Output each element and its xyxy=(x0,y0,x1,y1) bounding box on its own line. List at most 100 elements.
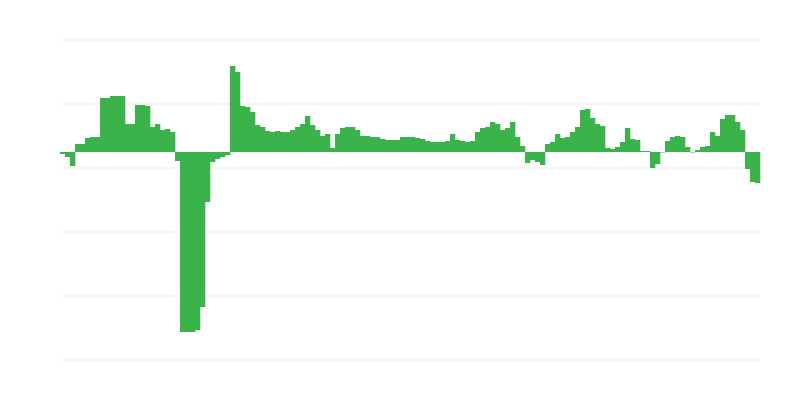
bar xyxy=(360,136,366,152)
bar xyxy=(370,137,376,152)
bar xyxy=(465,142,471,152)
bar xyxy=(325,134,331,152)
bar xyxy=(110,96,116,152)
bar xyxy=(570,132,576,152)
bar xyxy=(315,130,321,152)
bar xyxy=(505,128,511,152)
bar xyxy=(635,140,641,152)
bar xyxy=(255,125,261,152)
bar xyxy=(115,96,121,152)
bar xyxy=(280,132,286,152)
bar xyxy=(405,137,411,152)
bar xyxy=(155,124,161,152)
bar xyxy=(705,146,711,152)
bar xyxy=(380,139,386,152)
bar xyxy=(495,124,501,152)
bar xyxy=(290,130,296,152)
bar xyxy=(540,152,546,165)
bar xyxy=(160,130,166,152)
bar xyxy=(130,124,136,152)
bar xyxy=(135,105,141,152)
bar xyxy=(385,140,391,152)
bar xyxy=(750,152,756,182)
bar xyxy=(690,152,696,153)
bar xyxy=(375,137,381,152)
bar xyxy=(710,132,716,152)
bar xyxy=(190,152,196,332)
bar xyxy=(555,134,561,152)
bar xyxy=(660,152,666,153)
bar xyxy=(730,115,736,152)
bar xyxy=(525,152,531,163)
bar xyxy=(470,141,476,152)
bar xyxy=(365,136,371,152)
bar xyxy=(485,127,491,152)
bar xyxy=(510,122,516,152)
bar xyxy=(245,107,251,152)
bar xyxy=(590,118,596,152)
bar xyxy=(240,106,246,152)
bar xyxy=(600,126,606,152)
bar xyxy=(740,130,746,152)
bar xyxy=(500,130,506,152)
bar xyxy=(415,138,421,152)
bar xyxy=(145,106,151,152)
bars xyxy=(60,66,761,332)
bar xyxy=(300,124,306,152)
bar xyxy=(80,144,86,152)
bar xyxy=(440,142,446,152)
bar xyxy=(350,127,356,152)
bar xyxy=(655,152,661,164)
bar xyxy=(480,128,486,152)
bar xyxy=(260,127,266,152)
bar xyxy=(100,98,106,152)
bar xyxy=(560,138,566,152)
bar xyxy=(200,152,206,307)
bar xyxy=(285,132,291,152)
bar xyxy=(235,72,241,152)
bar xyxy=(615,147,621,152)
bar xyxy=(305,116,311,152)
bar xyxy=(520,146,526,152)
bar xyxy=(585,109,591,152)
bar xyxy=(210,152,216,162)
bar xyxy=(170,132,176,152)
bar xyxy=(60,152,66,154)
bar xyxy=(685,147,691,152)
bar xyxy=(550,142,556,152)
bar xyxy=(630,139,636,152)
bar xyxy=(610,149,616,152)
bar xyxy=(390,140,396,152)
bar xyxy=(455,140,461,152)
bar xyxy=(95,137,101,152)
bar xyxy=(215,152,221,159)
bar xyxy=(430,142,436,152)
bar xyxy=(230,66,236,152)
bar xyxy=(620,142,626,152)
bar xyxy=(340,128,346,152)
bar xyxy=(665,141,671,152)
bar xyxy=(680,137,686,152)
bar xyxy=(75,144,81,152)
bar xyxy=(225,152,231,155)
bar xyxy=(270,132,276,152)
bar xyxy=(195,152,201,330)
bar xyxy=(420,139,426,152)
bar xyxy=(565,137,571,152)
bar xyxy=(205,152,211,202)
bar xyxy=(700,147,706,152)
bar xyxy=(435,142,441,152)
bar xyxy=(320,136,326,152)
gridlines xyxy=(60,39,760,361)
bar xyxy=(650,152,656,168)
bar xyxy=(295,127,301,152)
bar xyxy=(745,152,751,169)
bar xyxy=(125,124,131,152)
bar xyxy=(355,130,361,152)
bar xyxy=(475,132,481,152)
bar xyxy=(105,98,111,152)
bar xyxy=(65,152,71,157)
bar xyxy=(395,140,401,152)
bar xyxy=(410,137,416,152)
